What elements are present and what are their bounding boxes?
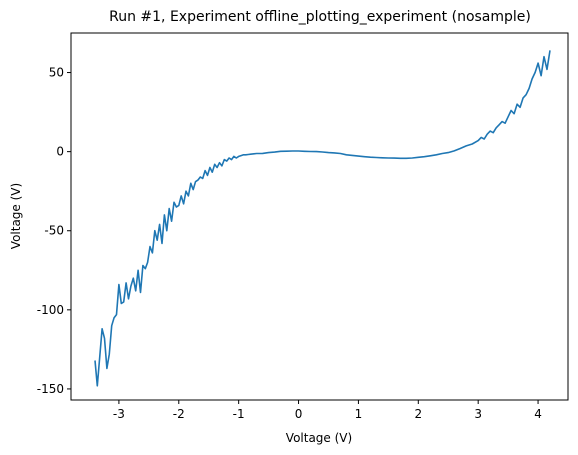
x-tick-label: -3 — [113, 407, 125, 421]
x-tick-label: 4 — [534, 407, 542, 421]
chart-title: Run #1, Experiment offline_plotting_expe… — [109, 9, 531, 25]
x-tick-label: 1 — [355, 407, 363, 421]
y-tick-label: -100 — [37, 303, 64, 317]
x-axis: -3 -2 -1 0 1 2 3 4 — [113, 400, 542, 421]
x-tick-label: -2 — [173, 407, 185, 421]
y-tick-label: -50 — [44, 224, 64, 238]
x-tick-label: 0 — [295, 407, 303, 421]
y-axis: 50 0 -50 -100 -150 — [37, 66, 71, 396]
x-axis-label: Voltage (V) — [286, 431, 352, 445]
x-tick-label: -1 — [233, 407, 245, 421]
y-tick-label: 0 — [56, 145, 64, 159]
data-series-line — [94, 50, 551, 387]
y-tick-label: 50 — [49, 66, 64, 80]
x-tick-label: 3 — [474, 407, 482, 421]
y-axis-label: Voltage (V) — [9, 183, 23, 249]
plot-area-frame — [70, 32, 569, 401]
x-tick-label: 2 — [414, 407, 422, 421]
y-tick-label: -150 — [37, 382, 64, 396]
